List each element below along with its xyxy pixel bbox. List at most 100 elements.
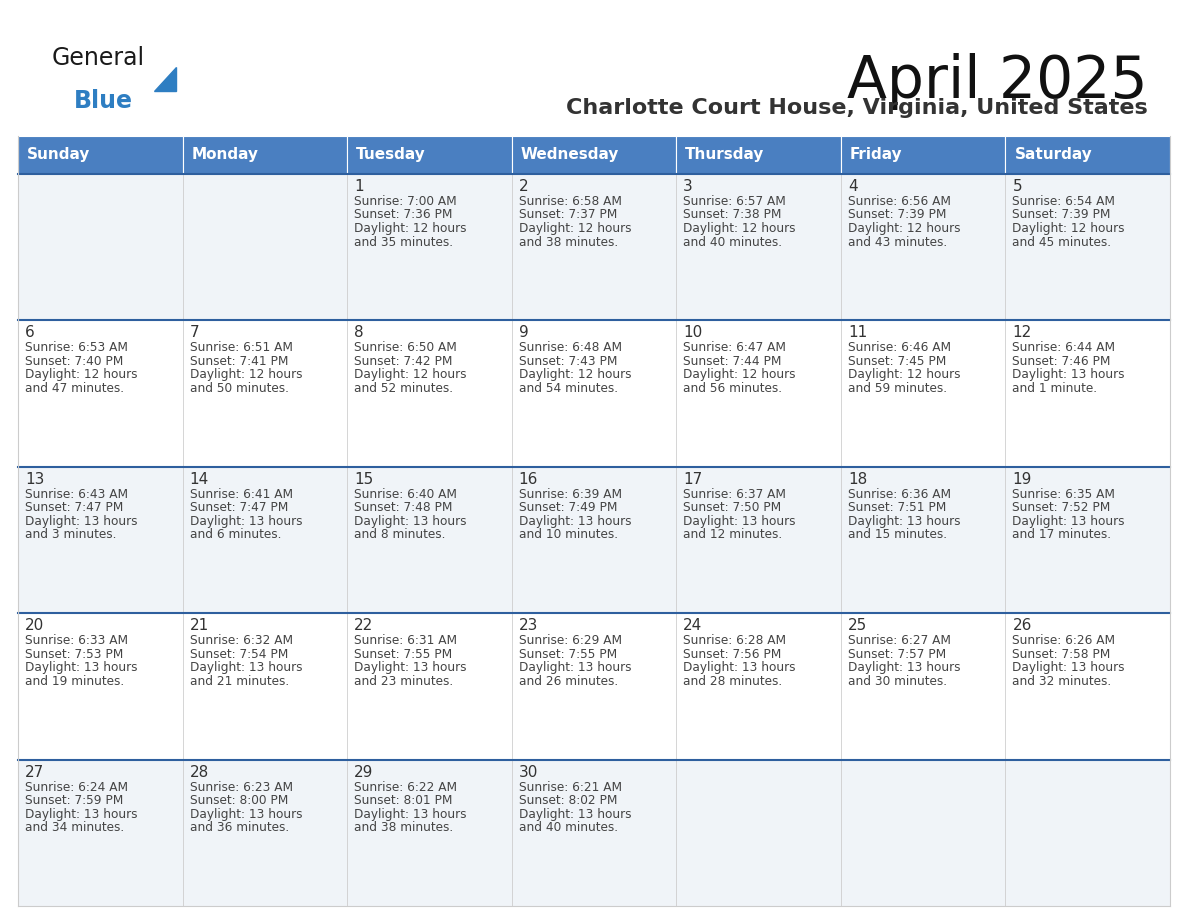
Text: Daylight: 12 hours: Daylight: 12 hours — [354, 222, 467, 235]
Text: Daylight: 12 hours: Daylight: 12 hours — [848, 222, 960, 235]
Text: 3: 3 — [683, 179, 693, 194]
Bar — [512, 759, 676, 906]
Text: Daylight: 13 hours: Daylight: 13 hours — [519, 808, 631, 821]
Text: Sunset: 7:45 PM: Sunset: 7:45 PM — [848, 355, 946, 368]
Text: Sunset: 7:58 PM: Sunset: 7:58 PM — [1012, 648, 1111, 661]
Text: and 15 minutes.: and 15 minutes. — [848, 528, 947, 542]
Bar — [841, 466, 1005, 613]
Bar — [1005, 136, 1170, 174]
Text: Daylight: 13 hours: Daylight: 13 hours — [848, 515, 960, 528]
Text: Sunrise: 6:26 AM: Sunrise: 6:26 AM — [1012, 634, 1116, 647]
Text: Daylight: 12 hours: Daylight: 12 hours — [354, 368, 467, 381]
Text: Daylight: 12 hours: Daylight: 12 hours — [519, 222, 631, 235]
Text: Daylight: 13 hours: Daylight: 13 hours — [25, 661, 138, 674]
Text: 13: 13 — [25, 472, 44, 487]
Text: and 52 minutes.: and 52 minutes. — [354, 382, 453, 395]
Text: and 40 minutes.: and 40 minutes. — [519, 821, 618, 834]
Bar — [1005, 174, 1170, 320]
Bar — [18, 174, 183, 320]
Text: Sunrise: 6:56 AM: Sunrise: 6:56 AM — [848, 195, 950, 208]
Text: and 59 minutes.: and 59 minutes. — [848, 382, 947, 395]
Text: Sunrise: 6:53 AM: Sunrise: 6:53 AM — [25, 341, 128, 354]
Text: 2: 2 — [519, 179, 529, 194]
Bar — [512, 320, 676, 466]
Text: Sunset: 8:01 PM: Sunset: 8:01 PM — [354, 794, 453, 807]
Bar — [347, 136, 512, 174]
Text: and 21 minutes.: and 21 minutes. — [190, 675, 289, 688]
Text: and 40 minutes.: and 40 minutes. — [683, 236, 782, 249]
Text: 16: 16 — [519, 472, 538, 487]
Text: and 47 minutes.: and 47 minutes. — [25, 382, 124, 395]
Text: Sunset: 7:37 PM: Sunset: 7:37 PM — [519, 208, 617, 221]
Text: 29: 29 — [354, 765, 373, 779]
Text: Blue: Blue — [74, 89, 133, 113]
Text: and 38 minutes.: and 38 minutes. — [354, 821, 454, 834]
Text: Sunset: 7:52 PM: Sunset: 7:52 PM — [1012, 501, 1111, 514]
Text: Sunset: 7:57 PM: Sunset: 7:57 PM — [848, 648, 946, 661]
Text: Sunset: 7:50 PM: Sunset: 7:50 PM — [683, 501, 782, 514]
Text: and 34 minutes.: and 34 minutes. — [25, 821, 124, 834]
Text: Sunset: 7:59 PM: Sunset: 7:59 PM — [25, 794, 124, 807]
Text: and 3 minutes.: and 3 minutes. — [25, 528, 116, 542]
Text: Sunset: 7:36 PM: Sunset: 7:36 PM — [354, 208, 453, 221]
Text: Sunrise: 6:54 AM: Sunrise: 6:54 AM — [1012, 195, 1116, 208]
Text: Sunrise: 6:57 AM: Sunrise: 6:57 AM — [683, 195, 786, 208]
Text: Thursday: Thursday — [685, 148, 765, 162]
Text: Daylight: 13 hours: Daylight: 13 hours — [354, 515, 467, 528]
Text: and 32 minutes.: and 32 minutes. — [1012, 675, 1112, 688]
Text: Daylight: 13 hours: Daylight: 13 hours — [190, 515, 302, 528]
Text: and 35 minutes.: and 35 minutes. — [354, 236, 453, 249]
Text: 9: 9 — [519, 325, 529, 341]
Text: 8: 8 — [354, 325, 364, 341]
Text: Sunrise: 6:35 AM: Sunrise: 6:35 AM — [1012, 487, 1116, 501]
Text: and 10 minutes.: and 10 minutes. — [519, 528, 618, 542]
Text: Daylight: 13 hours: Daylight: 13 hours — [1012, 661, 1125, 674]
Bar — [512, 136, 676, 174]
Text: and 56 minutes.: and 56 minutes. — [683, 382, 782, 395]
Bar — [676, 320, 841, 466]
Text: Daylight: 12 hours: Daylight: 12 hours — [519, 368, 631, 381]
Text: 27: 27 — [25, 765, 44, 779]
Bar — [676, 136, 841, 174]
Bar — [841, 759, 1005, 906]
Text: Sunrise: 6:43 AM: Sunrise: 6:43 AM — [25, 487, 128, 501]
Text: Daylight: 12 hours: Daylight: 12 hours — [190, 368, 302, 381]
Text: Sunset: 8:02 PM: Sunset: 8:02 PM — [519, 794, 617, 807]
Bar — [841, 174, 1005, 320]
Text: and 54 minutes.: and 54 minutes. — [519, 382, 618, 395]
Text: Daylight: 13 hours: Daylight: 13 hours — [25, 515, 138, 528]
Bar — [676, 174, 841, 320]
Text: Daylight: 13 hours: Daylight: 13 hours — [683, 515, 796, 528]
Text: Sunset: 7:46 PM: Sunset: 7:46 PM — [1012, 355, 1111, 368]
Text: 21: 21 — [190, 618, 209, 633]
Text: Daylight: 13 hours: Daylight: 13 hours — [1012, 368, 1125, 381]
Text: Sunset: 7:43 PM: Sunset: 7:43 PM — [519, 355, 617, 368]
Text: Sunrise: 6:46 AM: Sunrise: 6:46 AM — [848, 341, 950, 354]
Text: Sunset: 7:54 PM: Sunset: 7:54 PM — [190, 648, 287, 661]
Text: 17: 17 — [683, 472, 702, 487]
Bar — [841, 136, 1005, 174]
Text: and 28 minutes.: and 28 minutes. — [683, 675, 783, 688]
Text: Monday: Monday — [191, 148, 259, 162]
Text: and 45 minutes.: and 45 minutes. — [1012, 236, 1112, 249]
Text: Sunrise: 6:40 AM: Sunrise: 6:40 AM — [354, 487, 457, 501]
Text: Sunrise: 6:31 AM: Sunrise: 6:31 AM — [354, 634, 457, 647]
Bar — [347, 466, 512, 613]
Text: Sunrise: 6:47 AM: Sunrise: 6:47 AM — [683, 341, 786, 354]
Bar — [1005, 759, 1170, 906]
Bar — [347, 759, 512, 906]
Text: Daylight: 12 hours: Daylight: 12 hours — [683, 368, 796, 381]
Text: Sunrise: 7:00 AM: Sunrise: 7:00 AM — [354, 195, 456, 208]
Text: 10: 10 — [683, 325, 702, 341]
Text: Sunset: 7:39 PM: Sunset: 7:39 PM — [848, 208, 946, 221]
Text: 11: 11 — [848, 325, 867, 341]
Bar — [18, 613, 183, 759]
Bar — [183, 466, 347, 613]
Text: Sunrise: 6:23 AM: Sunrise: 6:23 AM — [190, 780, 292, 793]
Text: Sunset: 7:44 PM: Sunset: 7:44 PM — [683, 355, 782, 368]
Bar — [183, 613, 347, 759]
Text: 1: 1 — [354, 179, 364, 194]
Text: 12: 12 — [1012, 325, 1031, 341]
Text: 25: 25 — [848, 618, 867, 633]
Text: and 38 minutes.: and 38 minutes. — [519, 236, 618, 249]
